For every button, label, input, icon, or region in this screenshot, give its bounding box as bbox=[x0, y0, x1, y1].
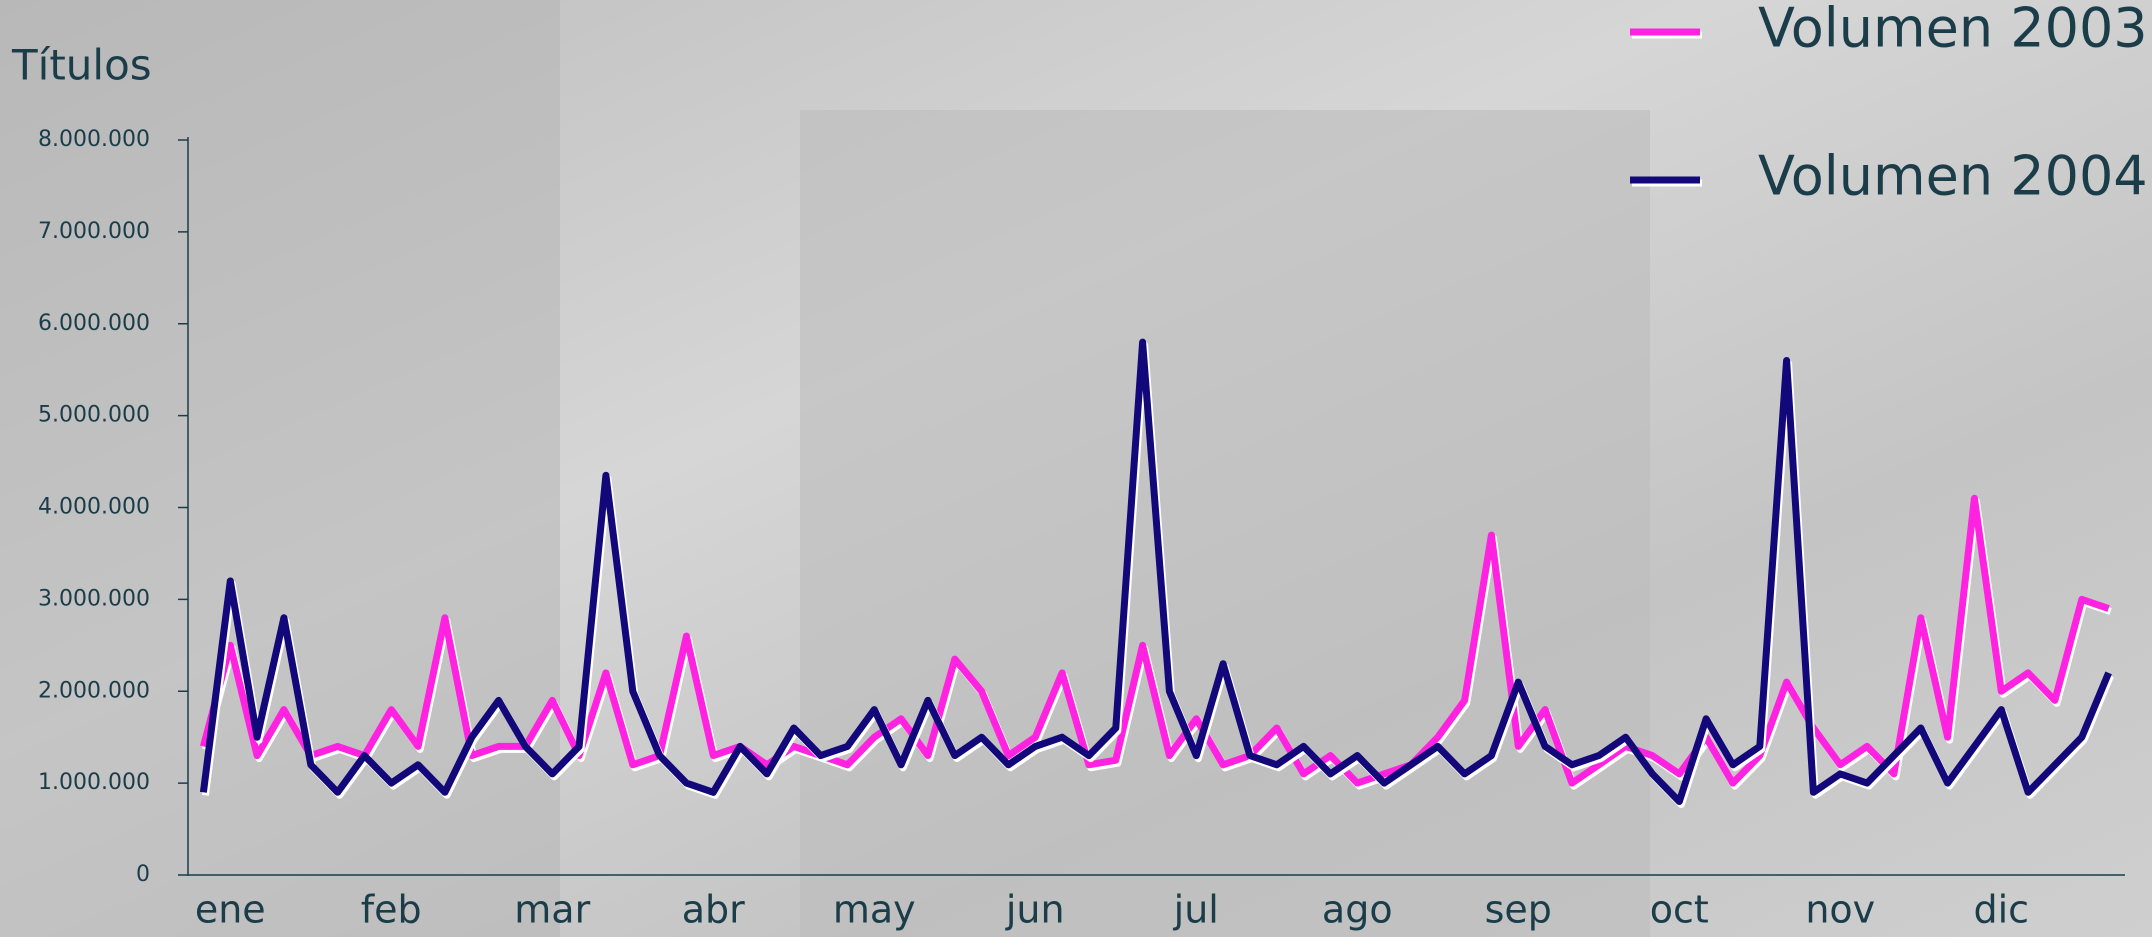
y-tick-label: 3.000.000 bbox=[38, 586, 150, 611]
series-line bbox=[200, 494, 2110, 787]
y-tick-label: 2.000.000 bbox=[38, 678, 150, 703]
y-tick-label: 8.000.000 bbox=[38, 127, 150, 152]
x-tick-label: jun bbox=[1005, 888, 1065, 932]
x-tick-label: may bbox=[833, 888, 916, 932]
legend-label: Volumen 2004 bbox=[1758, 145, 2148, 208]
y-tick-label: 6.000.000 bbox=[38, 311, 150, 336]
legend-label: Volumen 2003 bbox=[1758, 0, 2148, 60]
y-tick-label: 1.000.000 bbox=[38, 770, 150, 795]
series-line bbox=[199, 338, 2112, 805]
y-tick-label: 5.000.000 bbox=[38, 403, 150, 428]
y-tick-label: 7.000.000 bbox=[38, 219, 150, 244]
y-tick-label: 4.000.000 bbox=[38, 495, 150, 520]
x-tick-label: dic bbox=[1973, 888, 2029, 932]
background-board bbox=[0, 0, 560, 937]
x-tick-label: mar bbox=[514, 888, 590, 932]
x-tick-label: nov bbox=[1805, 888, 1875, 932]
x-tick-label: ene bbox=[195, 888, 266, 932]
x-tick-label: sep bbox=[1485, 888, 1552, 932]
y-tick-label: 0 bbox=[136, 862, 150, 887]
x-tick-label: jul bbox=[1173, 888, 1219, 932]
x-tick-label: feb bbox=[361, 888, 422, 932]
background-panel bbox=[800, 110, 1650, 937]
y-axis-title: Títulos bbox=[11, 41, 152, 90]
x-tick-label: abr bbox=[682, 888, 745, 932]
x-tick-label: ago bbox=[1322, 888, 1393, 932]
x-tick-label: oct bbox=[1650, 888, 1709, 932]
